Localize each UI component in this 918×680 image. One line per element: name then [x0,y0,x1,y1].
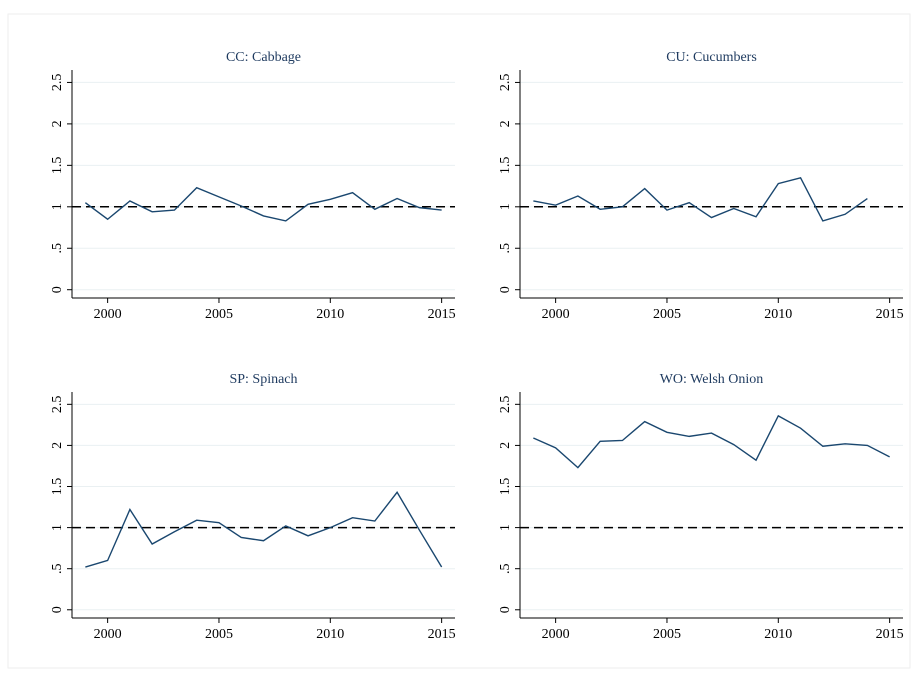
data-line [84,186,442,222]
chart-frame [7,13,911,669]
x-tick-label: 2015 [876,627,904,642]
panel-title: WO: Welsh Onion [660,372,764,387]
y-tick-label: 2.5 [50,396,65,414]
y-tick-label: .5 [50,243,65,254]
data-line [533,176,868,222]
panel-title: SP: Spinach [229,372,297,387]
x-tick-label: 2000 [94,627,122,642]
x-tick-label: 2015 [428,627,456,642]
x-tick-label: 2015 [876,307,904,322]
y-tick-label: 0 [498,606,513,613]
y-tick-label: 2.5 [498,396,513,414]
y-tick-label: 1.5 [50,478,65,496]
y-tick-label: .5 [498,243,513,254]
y-tick-label: 2 [498,442,513,449]
y-tick-label: 2.5 [498,74,513,92]
x-tick-label: 2015 [428,307,456,322]
y-tick-label: 1 [498,524,513,531]
x-tick-label: 2005 [653,627,681,642]
x-tick-label: 2010 [764,627,792,642]
x-tick-label: 2010 [316,307,344,322]
y-tick-label: 0 [50,606,65,613]
x-tick-label: 2005 [205,627,233,642]
y-tick-label: 1 [498,203,513,210]
y-tick-label: 2 [50,120,65,127]
x-tick-label: 2010 [316,627,344,642]
x-tick-label: 2010 [764,307,792,322]
y-tick-label: 0 [498,286,513,293]
x-tick-label: 2005 [205,307,233,322]
y-tick-label: 1.5 [50,157,65,175]
y-tick-label: 2 [498,120,513,127]
y-tick-label: 1 [50,524,65,531]
x-tick-label: 2000 [542,307,570,322]
data-line [85,491,443,568]
x-tick-label: 2005 [653,307,681,322]
panel-title: CU: Cucumbers [666,50,757,65]
panel-title: CC: Cabbage [226,50,301,65]
x-tick-label: 2000 [542,627,570,642]
y-tick-label: .5 [50,563,65,574]
y-tick-label: 1.5 [498,478,513,496]
y-tick-label: 1.5 [498,157,513,175]
y-tick-label: 2 [50,442,65,449]
y-tick-label: 1 [50,203,65,210]
data-line [533,414,890,469]
y-tick-label: 2.5 [50,74,65,92]
y-tick-label: 0 [50,286,65,293]
x-tick-label: 2000 [94,307,122,322]
y-tick-label: .5 [498,563,513,574]
